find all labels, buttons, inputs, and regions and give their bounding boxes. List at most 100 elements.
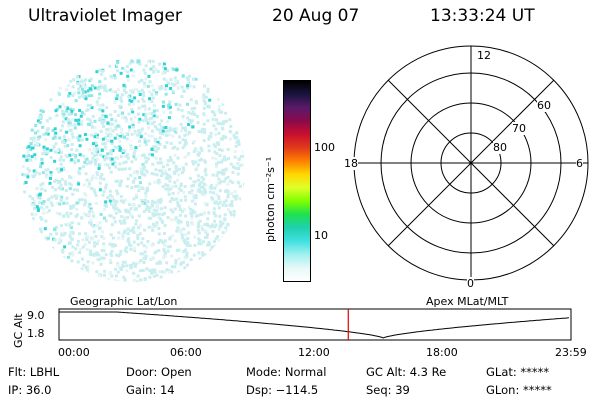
uv-pixel (85, 178, 89, 182)
uv-pixel (98, 221, 102, 225)
mlt-label-0: 0 (467, 277, 474, 290)
uv-pixel (167, 103, 171, 107)
uv-pixel (194, 168, 198, 171)
uv-pixel (85, 137, 89, 141)
uv-pixel (129, 145, 133, 149)
uv-pixel (110, 244, 114, 248)
uv-pixel (49, 201, 53, 205)
uv-pixel (133, 177, 137, 180)
uv-pixel (206, 224, 210, 228)
uv-pixel (150, 271, 153, 275)
uv-pixel (200, 225, 204, 229)
uv-pixel (158, 180, 162, 184)
uv-pixel (123, 248, 127, 252)
uv-pixel (92, 147, 96, 151)
uv-pixel (137, 80, 141, 84)
uv-pixel (121, 66, 125, 70)
uv-pixel (168, 105, 172, 109)
uv-pixel (132, 278, 136, 282)
uv-pixel (28, 194, 32, 198)
uv-pixel (207, 135, 211, 139)
uv-pixel (210, 196, 214, 200)
uv-pixel (91, 156, 95, 160)
uv-pixel (59, 187, 63, 191)
uv-pixel (144, 254, 148, 258)
uv-pixel (114, 156, 118, 160)
uv-pixel (197, 225, 200, 228)
uv-pixel (89, 186, 93, 190)
uv-pixel (186, 223, 190, 227)
uv-pixel (154, 125, 157, 128)
uv-pixel (103, 208, 107, 211)
uv-pixel (53, 194, 57, 198)
uv-pixel (99, 72, 103, 76)
uv-pixel (183, 127, 187, 131)
uv-pixel (86, 117, 90, 121)
uv-pixel (95, 224, 99, 228)
uv-pixel (229, 162, 233, 166)
uv-pixel (49, 232, 53, 236)
uv-pixel (151, 96, 155, 100)
uv-pixel (157, 227, 161, 230)
uv-pixel (158, 62, 162, 66)
uv-pixel (49, 171, 53, 175)
uv-pixel (168, 199, 172, 203)
uv-pixel (110, 122, 114, 126)
uv-pixel (123, 260, 127, 264)
uv-pixel (235, 140, 239, 144)
uv-pixel (39, 165, 43, 169)
uv-pixel (99, 84, 103, 88)
uv-pixel (151, 213, 155, 217)
uv-pixel (106, 196, 110, 199)
uv-pixel (95, 70, 99, 74)
uv-pixel (118, 135, 122, 138)
uv-pixel (141, 168, 145, 172)
uv-pixel (167, 81, 170, 85)
uv-pixel (61, 250, 65, 254)
geographic-label: Geographic Lat/Lon (70, 295, 178, 308)
uv-pixel (65, 155, 69, 158)
uv-pixel (41, 125, 45, 129)
uv-pixel (244, 166, 245, 170)
uv-pixel (56, 194, 60, 198)
uv-pixel (184, 138, 188, 142)
uv-pixel (67, 138, 71, 142)
uv-pixel (55, 167, 59, 171)
uv-pixel (88, 203, 92, 206)
uv-pixel (128, 167, 132, 171)
uv-pixel (207, 243, 211, 246)
uv-pixel (173, 145, 177, 149)
uv-pixel (108, 166, 111, 170)
uv-pixel (220, 148, 224, 152)
uv-pixel (96, 136, 100, 140)
uv-pixel (115, 63, 119, 67)
uv-pixel (99, 262, 103, 266)
uv-pixel (120, 127, 124, 131)
uv-pixel (152, 114, 156, 118)
uv-pixel (169, 158, 173, 162)
uv-pixel (192, 162, 195, 166)
uv-pixel (126, 216, 129, 219)
uv-pixel (131, 74, 135, 78)
uv-pixel (129, 266, 133, 270)
uv-pixel (98, 104, 102, 107)
uv-pixel (85, 157, 89, 161)
uv-pixel (78, 167, 82, 171)
uv-pixel (39, 195, 43, 199)
uv-pixel (190, 189, 194, 193)
uv-pixel (172, 198, 176, 202)
uv-pixel (26, 150, 30, 154)
uv-pixel (191, 125, 195, 129)
uv-pixel (77, 222, 81, 226)
uv-pixel (86, 268, 89, 272)
uv-pixel (155, 223, 159, 227)
uv-pixel (183, 144, 187, 148)
uv-pixel (80, 198, 84, 202)
uv-pixel (126, 70, 130, 74)
uv-pixel (108, 189, 112, 193)
uv-pixel (160, 125, 164, 129)
uv-pixel (113, 100, 117, 104)
uv-pixel (68, 182, 72, 185)
uv-pixel (183, 134, 187, 137)
uv-pixel (177, 248, 181, 252)
